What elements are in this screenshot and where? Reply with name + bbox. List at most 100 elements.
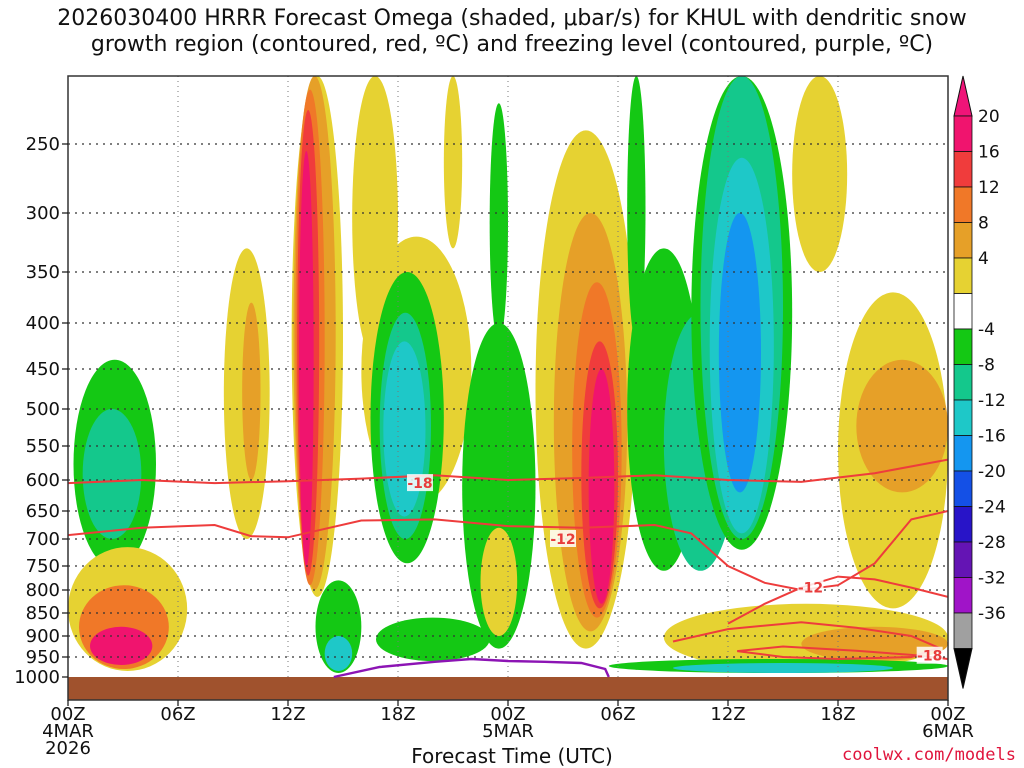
x-tick-label-48: 00Z bbox=[930, 704, 965, 725]
colorbar-swatch-10 bbox=[953, 470, 973, 507]
omega-cell-1 bbox=[82, 409, 142, 539]
ground-surface bbox=[68, 677, 948, 700]
colorbar-swatch-8 bbox=[953, 399, 973, 436]
colorbar-swatch-13 bbox=[953, 577, 973, 614]
colorbar-legend: 20 16 12 8 4 -4 -8 -12 -16 -20 -24 -28 -32 -36 bbox=[953, 75, 1006, 689]
x-tick-label-6: 06Z bbox=[160, 704, 195, 725]
omega-cell-13 bbox=[443, 76, 463, 249]
colorbar-label-4: 4 bbox=[978, 249, 989, 269]
colorbar-label-3: 8 bbox=[978, 214, 989, 234]
colorbar-swatch-5 bbox=[953, 293, 973, 330]
y-tick-label-850: 850 bbox=[26, 603, 60, 624]
chart-title-line2: growth region (contoured, red, ºC) and f… bbox=[90, 32, 934, 57]
y-tick-label-500: 500 bbox=[26, 399, 60, 420]
y-tick-label-1000: 1000 bbox=[14, 667, 60, 688]
contour-label-bg-3 bbox=[916, 646, 943, 664]
x-tick-label-24: 00Z bbox=[490, 704, 525, 725]
omega-cell-42 bbox=[673, 663, 893, 673]
omega-cell-36 bbox=[792, 76, 848, 272]
omega-cell-29 bbox=[627, 76, 646, 342]
omega-cell-6 bbox=[242, 302, 261, 480]
omega-cell-20 bbox=[376, 617, 490, 661]
contour-label-1: -12 bbox=[550, 532, 575, 548]
omega-cell-19 bbox=[324, 636, 353, 671]
x-axis-title: Forecast Time (UTC) bbox=[411, 744, 613, 768]
colorbar-bottom-arrow bbox=[953, 648, 973, 689]
y-tick-label-650: 650 bbox=[26, 501, 60, 522]
x-tick-date-0: 4MAR bbox=[42, 721, 94, 742]
colorbar-swatch-1 bbox=[953, 151, 973, 188]
colorbar-swatch-9 bbox=[953, 435, 973, 472]
colorbar-top-arrow bbox=[953, 75, 973, 117]
colorbar-swatch-6 bbox=[953, 328, 973, 365]
omega-cell-28 bbox=[588, 369, 615, 604]
colorbar-label-7: -8 bbox=[978, 356, 995, 376]
omega-cell-21 bbox=[462, 323, 536, 649]
colorbar-label-13: -32 bbox=[978, 569, 1006, 589]
omega-cell-22 bbox=[480, 527, 518, 637]
colorbar-label-10: -20 bbox=[978, 462, 1006, 482]
credit-text: coolwx.com/models bbox=[842, 745, 1016, 765]
colorbar-label-9: -16 bbox=[978, 427, 1006, 447]
y-tick-label-950: 950 bbox=[26, 647, 60, 668]
y-tick-label-300: 300 bbox=[26, 203, 60, 224]
freezing-level-contour bbox=[333, 657, 610, 679]
y-tick-label-250: 250 bbox=[26, 134, 60, 155]
colorbar-swatch-14 bbox=[953, 612, 973, 649]
colorbar-label-14: -36 bbox=[978, 604, 1006, 624]
colorbar-swatch-11 bbox=[953, 506, 973, 543]
colorbar-label-1: 16 bbox=[978, 143, 1000, 163]
x-tick-date-48: 6MAR bbox=[922, 721, 974, 742]
omega-cell-38 bbox=[856, 359, 948, 493]
contour-label-bg-1 bbox=[550, 530, 576, 547]
y-tick-label-450: 450 bbox=[26, 359, 60, 380]
y-tick-label-400: 400 bbox=[26, 313, 60, 334]
red-contour-0 bbox=[68, 458, 948, 485]
omega-cell-11 bbox=[299, 150, 314, 566]
omega-cell-35 bbox=[718, 213, 762, 493]
x-tick-label-12: 12Z bbox=[270, 704, 305, 725]
contour-label-bg-2 bbox=[797, 578, 824, 596]
colorbar-swatch-12 bbox=[953, 541, 973, 578]
y-tick-label-700: 700 bbox=[26, 529, 60, 550]
contour-label-0: -18 bbox=[407, 476, 432, 492]
y-tick-label-750: 750 bbox=[26, 556, 60, 577]
omega-cell-17 bbox=[383, 341, 426, 517]
colorbar-swatch-0 bbox=[953, 115, 973, 152]
contour-label-bg-0 bbox=[407, 474, 433, 492]
x-tick-label-18: 18Z bbox=[380, 704, 415, 725]
colorbar-label-2: 12 bbox=[978, 178, 1000, 198]
red-contour-3 bbox=[672, 621, 948, 661]
colorbar-label-6: -4 bbox=[978, 320, 995, 340]
y-axis: 2503003504004505005506006507007508008509… bbox=[14, 134, 68, 688]
y-tick-label-800: 800 bbox=[26, 580, 60, 601]
colorbar-label-0: 20 bbox=[978, 107, 1000, 127]
colorbar-swatch-2 bbox=[953, 186, 973, 223]
chart-title-line1: 2026030400 HRRR Forecast Omega (shaded, … bbox=[57, 6, 967, 31]
y-tick-label-900: 900 bbox=[26, 626, 60, 647]
omega-shaded-fields bbox=[68, 76, 948, 673]
colorbar-label-11: -24 bbox=[978, 498, 1006, 518]
y-tick-label-550: 550 bbox=[26, 436, 60, 457]
omega-cell-4 bbox=[90, 626, 153, 666]
colorbar-label-8: -12 bbox=[978, 391, 1006, 411]
colorbar-swatch-4 bbox=[953, 257, 973, 294]
contour-label-2: -12 bbox=[798, 581, 823, 597]
colorbar-swatch-3 bbox=[953, 222, 973, 259]
x-tick-label-36: 12Z bbox=[710, 704, 745, 725]
colorbar-swatch-7 bbox=[953, 364, 973, 401]
y-tick-label-600: 600 bbox=[26, 470, 60, 491]
colorbar-label-12: -28 bbox=[978, 533, 1006, 553]
x-tick-date-24: 5MAR bbox=[482, 721, 534, 742]
y-tick-label-350: 350 bbox=[26, 262, 60, 283]
x-tick-year-0: 2026 bbox=[45, 738, 91, 759]
red-contour-1 bbox=[68, 510, 948, 592]
temperature-contours: -18 -12 -12 -18 bbox=[68, 458, 948, 679]
contour-label-3: -18 bbox=[917, 649, 942, 665]
omega-cell-23 bbox=[489, 103, 509, 342]
red-contour-2 bbox=[727, 575, 948, 625]
x-tick-label-0: 00Z bbox=[50, 704, 85, 725]
x-tick-label-30: 06Z bbox=[600, 704, 635, 725]
